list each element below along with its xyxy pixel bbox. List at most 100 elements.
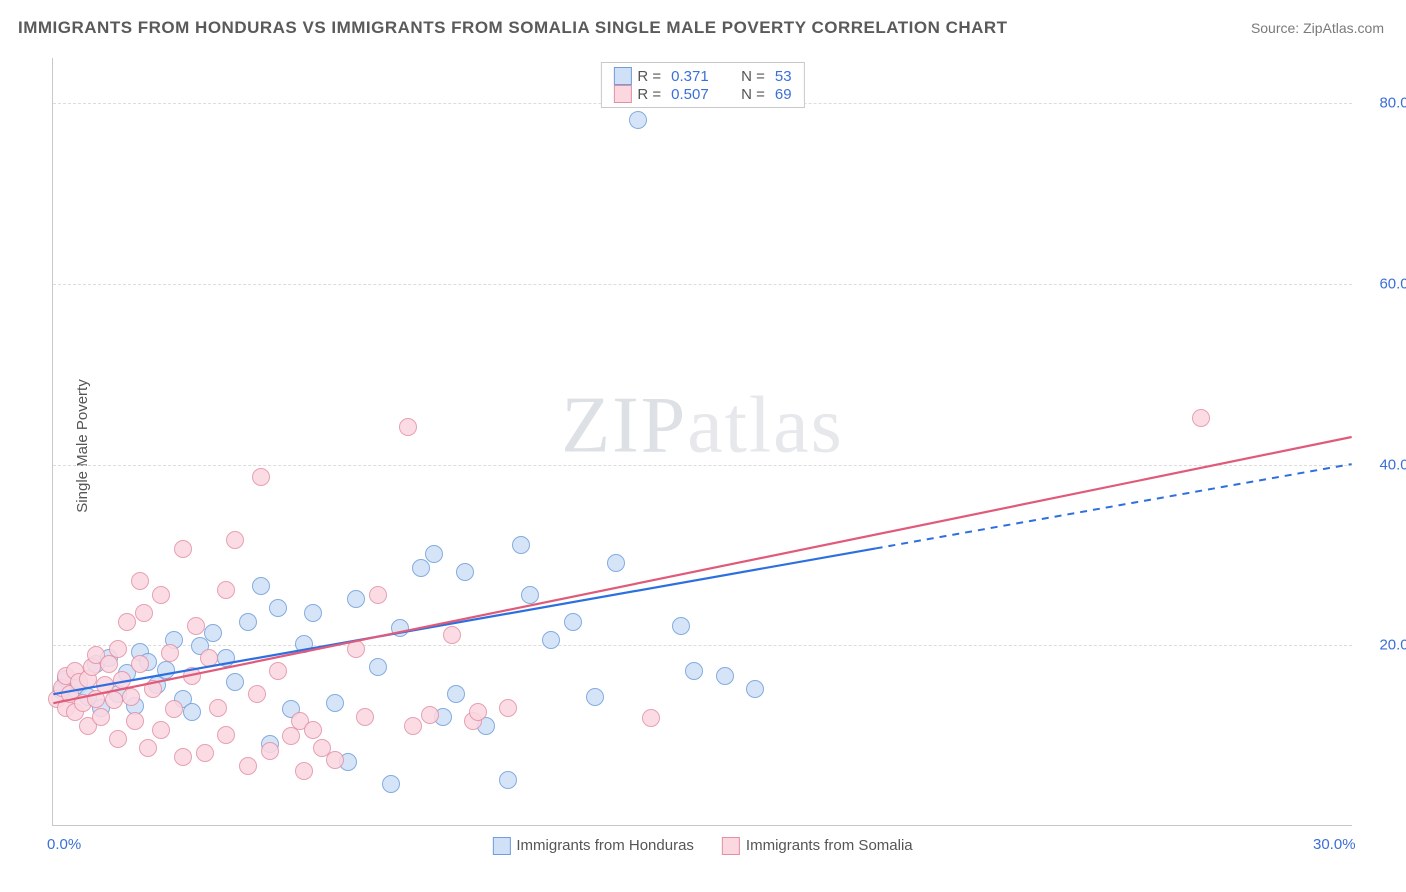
data-point-somalia [269, 662, 287, 680]
legend-row-honduras: R = 0.371 N = 53 [613, 67, 791, 85]
data-point-honduras [586, 688, 604, 706]
data-point-somalia [109, 730, 127, 748]
data-point-somalia [135, 604, 153, 622]
data-point-somalia [282, 727, 300, 745]
data-point-honduras [391, 619, 409, 637]
data-point-honduras [157, 661, 175, 679]
data-point-somalia [174, 540, 192, 558]
data-point-somalia [347, 640, 365, 658]
data-point-somalia [161, 644, 179, 662]
gridline-h [53, 284, 1352, 285]
n-label: N = [741, 86, 765, 103]
data-point-honduras [542, 631, 560, 649]
series-legend: Immigrants from Honduras Immigrants from … [492, 837, 912, 855]
correlation-legend: R = 0.371 N = 53R = 0.507N = 69 [600, 62, 804, 108]
legend-swatch [613, 67, 631, 85]
data-point-somalia [404, 717, 422, 735]
legend-item-somalia: Immigrants from Somalia [722, 837, 913, 855]
x-tick-label: 30.0% [1313, 836, 1356, 853]
n-label: N = [741, 68, 765, 85]
r-label: R = [637, 68, 661, 85]
data-point-somalia [326, 751, 344, 769]
data-point-somalia [443, 626, 461, 644]
trendline-somalia [53, 437, 1351, 703]
data-point-honduras [226, 673, 244, 691]
legend-label: Immigrants from Somalia [746, 837, 913, 854]
data-point-somalia [105, 691, 123, 709]
legend-swatch [492, 837, 510, 855]
data-point-somalia [131, 655, 149, 673]
data-point-somalia [499, 699, 517, 717]
gridline-h [53, 465, 1352, 466]
data-point-honduras [239, 613, 257, 631]
data-point-honduras [521, 586, 539, 604]
legend-row-somalia: R = 0.507N = 69 [613, 85, 791, 103]
data-point-honduras [369, 658, 387, 676]
data-point-somalia [118, 613, 136, 631]
data-point-honduras [512, 536, 530, 554]
data-point-somalia [252, 468, 270, 486]
gridline-h [53, 645, 1352, 646]
data-point-somalia [174, 748, 192, 766]
y-tick-label: 20.0% [1362, 637, 1406, 654]
data-point-somalia [183, 667, 201, 685]
data-point-honduras [685, 662, 703, 680]
source-attribution: Source: ZipAtlas.com [1251, 20, 1384, 36]
data-point-somalia [100, 655, 118, 673]
data-point-somalia [165, 700, 183, 718]
data-point-honduras [456, 563, 474, 581]
data-point-honduras [447, 685, 465, 703]
n-value: 53 [775, 68, 792, 85]
data-point-honduras [204, 624, 222, 642]
data-point-somalia [261, 742, 279, 760]
trendline-honduras-extrapolated [876, 464, 1352, 548]
data-point-honduras [564, 613, 582, 631]
watermark-logo: ZIPatlas [561, 381, 844, 472]
data-point-honduras [304, 604, 322, 622]
data-point-somalia [113, 671, 131, 689]
data-point-somalia [144, 680, 162, 698]
source-link[interactable]: ZipAtlas.com [1303, 20, 1384, 36]
data-point-honduras [183, 703, 201, 721]
data-point-honduras [217, 649, 235, 667]
data-point-somalia [1192, 409, 1210, 427]
data-point-somalia [295, 762, 313, 780]
data-point-honduras [326, 694, 344, 712]
chart-title: IMMIGRANTS FROM HONDURAS VS IMMIGRANTS F… [18, 18, 1008, 38]
data-point-somalia [152, 721, 170, 739]
y-tick-label: 40.0% [1362, 456, 1406, 473]
data-point-honduras [412, 559, 430, 577]
data-point-honduras [499, 771, 517, 789]
r-label: R = [637, 86, 661, 103]
y-tick-label: 80.0% [1362, 95, 1406, 112]
data-point-somalia [226, 531, 244, 549]
data-point-honduras [252, 577, 270, 595]
r-value: 0.371 [671, 68, 721, 85]
trend-lines [53, 58, 1352, 825]
y-tick-label: 60.0% [1362, 275, 1406, 292]
data-point-honduras [607, 554, 625, 572]
data-point-somalia [122, 688, 140, 706]
data-point-somalia [109, 640, 127, 658]
legend-swatch [613, 85, 631, 103]
data-point-somalia [369, 586, 387, 604]
data-point-somalia [248, 685, 266, 703]
data-point-somalia [399, 418, 417, 436]
data-point-honduras [347, 590, 365, 608]
source-label: Source: [1251, 20, 1299, 36]
data-point-honduras [672, 617, 690, 635]
data-point-somalia [217, 726, 235, 744]
data-point-somalia [304, 721, 322, 739]
data-point-somalia [187, 617, 205, 635]
data-point-somalia [239, 757, 257, 775]
data-point-honduras [746, 680, 764, 698]
legend-label: Immigrants from Honduras [516, 837, 694, 854]
data-point-honduras [629, 111, 647, 129]
data-point-somalia [139, 739, 157, 757]
data-point-honduras [269, 599, 287, 617]
data-point-somalia [196, 744, 214, 762]
data-point-somalia [217, 581, 235, 599]
data-point-honduras [425, 545, 443, 563]
data-point-somalia [131, 572, 149, 590]
legend-item-honduras: Immigrants from Honduras [492, 837, 694, 855]
